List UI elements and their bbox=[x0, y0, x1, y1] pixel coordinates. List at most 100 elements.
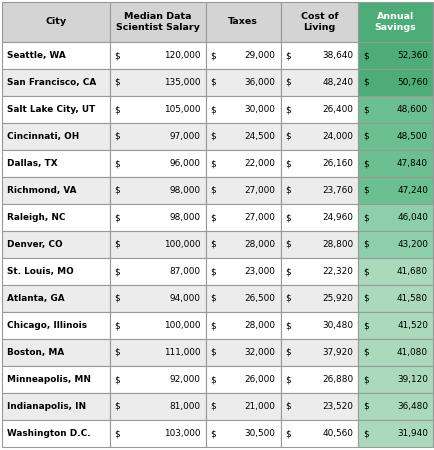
Text: Raleigh, NC: Raleigh, NC bbox=[7, 213, 66, 222]
Text: 27,000: 27,000 bbox=[244, 213, 275, 222]
Text: $: $ bbox=[362, 294, 368, 303]
Text: $: $ bbox=[115, 186, 120, 195]
Text: Washington D.C.: Washington D.C. bbox=[7, 429, 90, 438]
Text: $: $ bbox=[115, 375, 120, 384]
Text: 120,000: 120,000 bbox=[164, 51, 200, 60]
Bar bbox=[109, 204, 205, 231]
Text: San Francisco, CA: San Francisco, CA bbox=[7, 78, 96, 87]
Bar bbox=[205, 339, 280, 366]
Text: $: $ bbox=[115, 267, 120, 276]
Text: $: $ bbox=[285, 402, 291, 411]
Bar bbox=[205, 123, 280, 150]
Bar bbox=[205, 96, 280, 123]
Text: 96,000: 96,000 bbox=[169, 159, 200, 168]
Bar bbox=[109, 231, 205, 258]
Text: Boston, MA: Boston, MA bbox=[7, 348, 64, 357]
Bar bbox=[109, 420, 205, 447]
Text: 48,240: 48,240 bbox=[322, 78, 352, 87]
Bar bbox=[2, 420, 109, 447]
Text: Seattle, WA: Seattle, WA bbox=[7, 51, 66, 60]
Text: $: $ bbox=[210, 375, 216, 384]
Bar bbox=[205, 258, 280, 285]
Text: 48,600: 48,600 bbox=[396, 105, 427, 114]
Bar bbox=[357, 231, 432, 258]
Text: 98,000: 98,000 bbox=[169, 186, 200, 195]
Text: $: $ bbox=[115, 429, 120, 438]
Text: 23,000: 23,000 bbox=[244, 267, 275, 276]
Text: 37,920: 37,920 bbox=[322, 348, 352, 357]
Text: 24,960: 24,960 bbox=[322, 213, 352, 222]
Bar bbox=[205, 204, 280, 231]
Bar bbox=[357, 177, 432, 204]
Text: $: $ bbox=[362, 186, 368, 195]
Bar bbox=[280, 258, 357, 285]
Text: 50,760: 50,760 bbox=[396, 78, 427, 87]
Text: 30,000: 30,000 bbox=[244, 105, 275, 114]
Text: $: $ bbox=[285, 159, 291, 168]
Text: 26,160: 26,160 bbox=[322, 159, 352, 168]
Text: $: $ bbox=[362, 321, 368, 330]
Text: $: $ bbox=[362, 402, 368, 411]
Bar bbox=[357, 339, 432, 366]
Text: 30,500: 30,500 bbox=[244, 429, 275, 438]
Text: Chicago, Illinois: Chicago, Illinois bbox=[7, 321, 87, 330]
Bar bbox=[109, 150, 205, 177]
Bar bbox=[109, 258, 205, 285]
Text: $: $ bbox=[210, 321, 216, 330]
Text: $: $ bbox=[115, 132, 120, 141]
Text: $: $ bbox=[210, 240, 216, 249]
Text: $: $ bbox=[362, 132, 368, 141]
Bar bbox=[2, 393, 109, 420]
Text: $: $ bbox=[115, 51, 120, 60]
Bar bbox=[205, 312, 280, 339]
Text: Cost of
Living: Cost of Living bbox=[300, 12, 337, 32]
Text: $: $ bbox=[285, 429, 291, 438]
Bar bbox=[280, 150, 357, 177]
Text: $: $ bbox=[210, 78, 216, 87]
Text: 38,640: 38,640 bbox=[322, 51, 352, 60]
Text: 111,000: 111,000 bbox=[164, 348, 200, 357]
Bar bbox=[109, 69, 205, 96]
Text: $: $ bbox=[210, 348, 216, 357]
Text: $: $ bbox=[210, 159, 216, 168]
Bar bbox=[2, 258, 109, 285]
Text: $: $ bbox=[285, 267, 291, 276]
Bar bbox=[109, 177, 205, 204]
Bar bbox=[280, 69, 357, 96]
Bar bbox=[109, 2, 205, 42]
Bar bbox=[357, 420, 432, 447]
Text: Minneapolis, MN: Minneapolis, MN bbox=[7, 375, 91, 384]
Text: Denver, CO: Denver, CO bbox=[7, 240, 62, 249]
Text: 52,360: 52,360 bbox=[396, 51, 427, 60]
Text: Median Data
Scientist Salary: Median Data Scientist Salary bbox=[115, 12, 199, 32]
Bar bbox=[205, 285, 280, 312]
Bar bbox=[357, 312, 432, 339]
Text: 87,000: 87,000 bbox=[169, 267, 200, 276]
Text: 36,000: 36,000 bbox=[244, 78, 275, 87]
Text: $: $ bbox=[362, 78, 368, 87]
Text: $: $ bbox=[115, 402, 120, 411]
Bar bbox=[109, 96, 205, 123]
Text: $: $ bbox=[285, 213, 291, 222]
Text: $: $ bbox=[210, 294, 216, 303]
Text: 41,680: 41,680 bbox=[396, 267, 427, 276]
Text: $: $ bbox=[210, 105, 216, 114]
Text: 25,920: 25,920 bbox=[322, 294, 352, 303]
Text: 40,560: 40,560 bbox=[322, 429, 352, 438]
Text: $: $ bbox=[115, 348, 120, 357]
Text: 48,500: 48,500 bbox=[396, 132, 427, 141]
Text: $: $ bbox=[210, 186, 216, 195]
Bar bbox=[205, 69, 280, 96]
Bar bbox=[357, 150, 432, 177]
Bar bbox=[280, 177, 357, 204]
Text: $: $ bbox=[362, 51, 368, 60]
Bar bbox=[2, 366, 109, 393]
Bar bbox=[109, 285, 205, 312]
Bar bbox=[357, 69, 432, 96]
Bar bbox=[280, 366, 357, 393]
Text: 41,080: 41,080 bbox=[396, 348, 427, 357]
Bar bbox=[280, 96, 357, 123]
Bar bbox=[280, 204, 357, 231]
Bar bbox=[2, 285, 109, 312]
Bar bbox=[280, 339, 357, 366]
